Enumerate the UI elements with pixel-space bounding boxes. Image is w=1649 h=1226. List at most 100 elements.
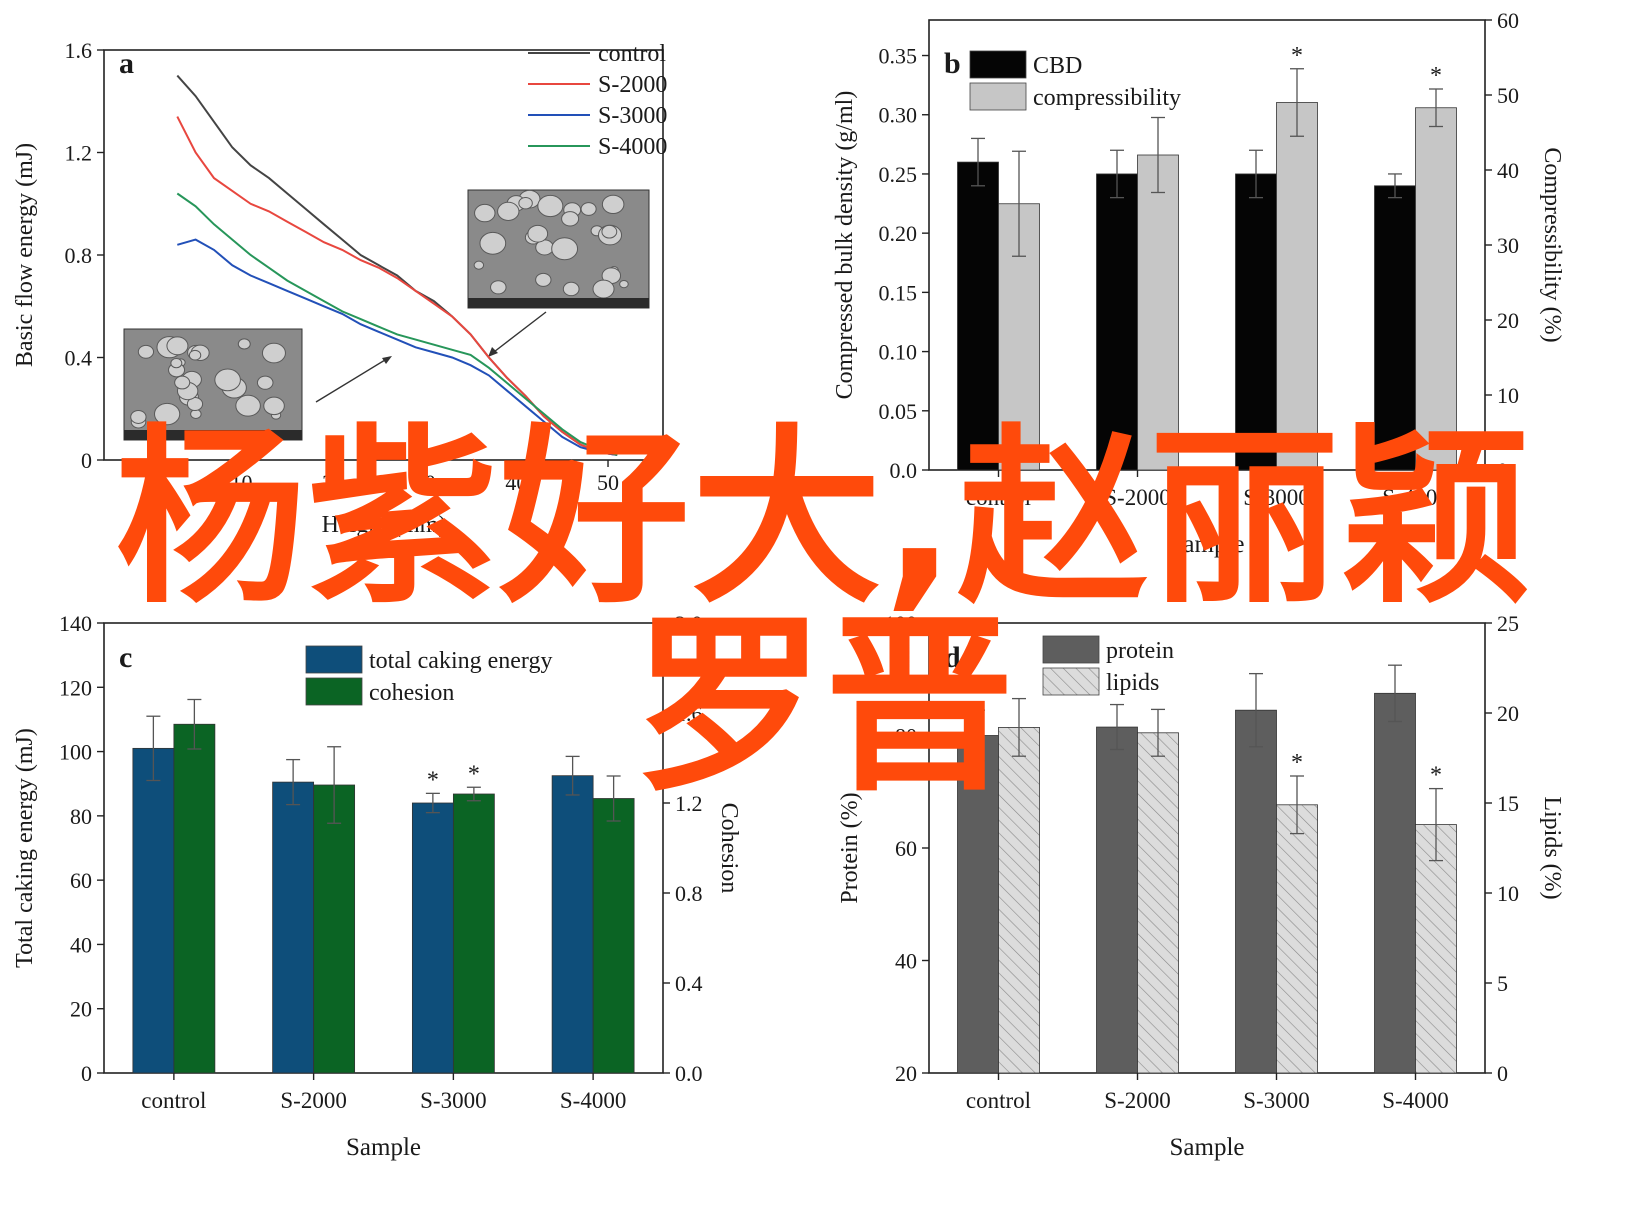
y-tick-label: 0.30	[879, 103, 918, 128]
legend-swatch	[1042, 667, 1100, 696]
y-tick-label: 40	[70, 932, 92, 957]
x-tick-label: S-3000	[420, 1088, 486, 1113]
y-tick-label: 20	[70, 997, 92, 1022]
x-tick-label: S-3000	[1243, 485, 1309, 510]
arrow-left	[315, 356, 391, 403]
x-tick-label: 50	[597, 470, 619, 495]
sem-particle	[601, 194, 625, 215]
significance-star: *	[1291, 43, 1303, 69]
significance-star: *	[1291, 750, 1303, 776]
x-tick-label: S-2000	[280, 1088, 346, 1113]
arrow-right-head	[488, 347, 498, 357]
panel-label: b	[944, 47, 961, 80]
sem-scale-bar	[124, 430, 302, 440]
y-tick-label: 0.8	[65, 243, 93, 268]
legend-label: S-3000	[598, 103, 667, 129]
y-tick-label: 40	[1497, 158, 1519, 183]
panel-label: d	[944, 641, 961, 674]
x-tick-label: S-2000	[1104, 1088, 1170, 1113]
sem-particle	[263, 396, 285, 416]
legend-label: compressibility	[1033, 85, 1181, 111]
sem-particle	[237, 338, 251, 350]
bar-protein-S-3000	[1235, 709, 1277, 1074]
legend-swatch	[305, 645, 363, 674]
axis-title: Compressed bulk density (g/ml)	[832, 91, 858, 400]
y-tick-label: 0.25	[879, 162, 918, 187]
panel-c-bar-chart: control S-2000 * * S-3000 S-4000 0 20 40 60 80 100 1…	[12, 611, 742, 1161]
bar-protein-S-2000	[1096, 726, 1138, 1074]
sem-particle	[153, 402, 181, 426]
sem-particle	[473, 260, 485, 270]
y-tick-label: 40	[895, 949, 917, 974]
sem-particle	[130, 409, 147, 424]
sem-particle	[551, 237, 579, 261]
sem-particle	[214, 368, 241, 392]
sem-particle	[619, 279, 629, 289]
sem-particle	[174, 375, 191, 390]
sem-particle	[137, 344, 155, 359]
overlay-text-line-1: 杨紫好大,赵丽颖	[115, 408, 1534, 629]
bar-compressibility-S-2000	[1137, 154, 1179, 471]
series-line-S-2000	[176, 116, 618, 456]
panel-b-bar-chart: control S-2000 * S-3000 * S-4000 0.0 0.05 0.10 0.…	[832, 8, 1565, 558]
bar-total caking energy-S-4000	[551, 775, 594, 1074]
axis-title: Total caking energy (mJ)	[12, 728, 38, 968]
bar-cohesion-S-3000	[452, 793, 495, 1074]
y-tick-label: 100	[59, 740, 92, 765]
sem-particle	[479, 231, 507, 255]
y-tick-label: 0	[81, 1061, 92, 1086]
y-tick-label: 0	[81, 448, 92, 473]
x-tick-label: 0	[144, 470, 155, 495]
sem-particle	[261, 342, 286, 364]
legend-label: CBD	[1033, 53, 1082, 79]
bar-CBD-S-4000	[1374, 185, 1416, 471]
y-tick-label: 0.35	[879, 44, 918, 69]
series-line-S-4000	[176, 192, 618, 456]
legend-label: total caking energy	[369, 648, 553, 674]
y-tick-label: 120	[59, 675, 92, 700]
y-tick-label: 0.8	[675, 881, 703, 906]
sem-particle	[527, 224, 549, 243]
bar-cohesion-S-2000	[313, 784, 356, 1074]
sem-particle	[601, 224, 618, 239]
y-tick-label: 10	[1497, 383, 1519, 408]
sem-particle	[166, 336, 189, 356]
axis-title: Cohesion	[716, 803, 742, 894]
bar-compressibility-S-4000	[1415, 107, 1457, 471]
sem-particle	[235, 394, 261, 417]
y-tick-label: 80	[895, 724, 917, 749]
axis-title: Height (mm)	[322, 512, 447, 538]
legend-label: protein	[1106, 638, 1174, 664]
axis-title: Basic flow energy (mJ)	[12, 143, 38, 367]
sem-image-left	[123, 328, 303, 441]
bar-lipids-S-3000	[1276, 804, 1318, 1074]
y-tick-label: 1.2	[675, 791, 703, 816]
legend-label: S-4000	[598, 134, 667, 160]
y-tick-label: 0.4	[65, 346, 93, 371]
sem-particle	[474, 203, 496, 223]
x-tick-label: 20	[322, 470, 344, 495]
y-tick-label: 10	[1497, 881, 1519, 906]
y-tick-label: 60	[1497, 8, 1519, 33]
sem-particle	[497, 201, 520, 221]
bar-protein-control	[957, 735, 999, 1074]
y-tick-label: 50	[1497, 83, 1519, 108]
legend-swatch	[969, 50, 1027, 79]
y-tick-label: 1.6	[675, 701, 703, 726]
y-tick-label: 80	[70, 804, 92, 829]
y-tick-label: 2.0	[675, 611, 703, 636]
y-tick-label: 25	[1497, 611, 1519, 636]
y-tick-label: 20	[1497, 308, 1519, 333]
y-tick-label: 0.20	[879, 221, 918, 246]
significance-star: *	[1430, 63, 1442, 89]
y-tick-label: 140	[59, 611, 92, 636]
sem-particle	[537, 194, 564, 218]
x-tick-label: control	[141, 1088, 206, 1113]
y-tick-label: 1.6	[65, 38, 93, 63]
y-tick-label: 20	[895, 1061, 917, 1086]
sem-particle	[256, 375, 274, 390]
y-tick-label: 60	[70, 868, 92, 893]
y-tick-label: 0.05	[879, 399, 918, 424]
y-tick-label: 1.2	[65, 141, 93, 166]
arrow-left-head	[382, 356, 392, 364]
